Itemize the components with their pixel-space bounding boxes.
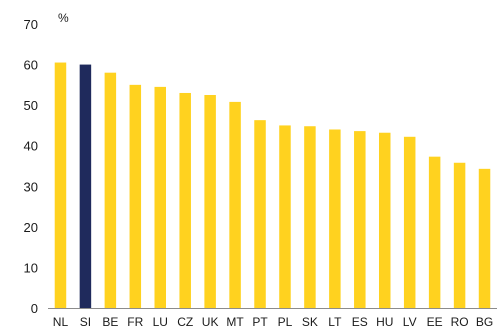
x-tick-label-sk: SK bbox=[302, 315, 318, 329]
x-tick-label-lt: LT bbox=[328, 315, 342, 329]
x-tick-label-ro: RO bbox=[451, 315, 469, 329]
x-tick-label-bg: BG bbox=[476, 315, 493, 329]
y-tick-label: 50 bbox=[24, 98, 38, 113]
bar-pt bbox=[254, 120, 266, 308]
bar-lu bbox=[154, 86, 166, 308]
x-tick-label-si: SI bbox=[80, 315, 91, 329]
x-tick-label-fr: FR bbox=[127, 315, 143, 329]
y-tick-label: 70 bbox=[24, 17, 38, 32]
x-tick-label-pl: PL bbox=[278, 315, 293, 329]
bar-fr bbox=[129, 84, 142, 308]
bar-lv bbox=[403, 136, 416, 308]
bar-ro bbox=[453, 162, 466, 308]
bar-es bbox=[354, 131, 366, 308]
bar-mt bbox=[229, 101, 241, 308]
unit-label: % bbox=[58, 11, 69, 25]
y-tick-label: 40 bbox=[24, 139, 38, 154]
bar-hu bbox=[379, 132, 391, 308]
y-axis-ticks: 0 10 20 30 40 50 60 70 bbox=[24, 17, 38, 316]
bar-lt bbox=[329, 129, 341, 308]
x-tick-label-es: ES bbox=[352, 315, 368, 329]
x-tick-label-cz: CZ bbox=[177, 315, 193, 329]
x-tick-label-nl: NL bbox=[53, 315, 69, 329]
bar-bg bbox=[478, 168, 491, 308]
bar-ee bbox=[428, 156, 441, 308]
y-tick-label: 20 bbox=[24, 220, 38, 235]
x-tick-label-lv: LV bbox=[403, 315, 417, 329]
x-axis-labels: NL SI BE FR LU CZ UK MT PT PL SK LT ES HU LV EE RO BG bbox=[53, 315, 493, 329]
y-tick-label: 30 bbox=[24, 179, 38, 194]
bar-uk bbox=[204, 95, 216, 308]
bar-sk bbox=[304, 126, 316, 309]
y-tick-label: 60 bbox=[24, 58, 38, 73]
bar-pl bbox=[279, 125, 291, 308]
x-tick-label-be: BE bbox=[102, 315, 118, 329]
x-tick-label-pt: PT bbox=[252, 315, 268, 329]
y-tick-label: 0 bbox=[31, 301, 38, 316]
bar-be bbox=[104, 72, 117, 308]
x-tick-label-ee: EE bbox=[427, 315, 443, 329]
x-tick-label-uk: UK bbox=[202, 315, 219, 329]
x-tick-label-mt: MT bbox=[226, 315, 244, 329]
y-tick-label: 10 bbox=[24, 260, 38, 275]
x-tick-label-lu: LU bbox=[153, 315, 168, 329]
x-tick-label-hu: HU bbox=[376, 315, 393, 329]
bars bbox=[54, 62, 491, 309]
bar-nl bbox=[54, 62, 67, 308]
bar-si bbox=[79, 64, 92, 308]
bar-cz bbox=[179, 92, 191, 308]
